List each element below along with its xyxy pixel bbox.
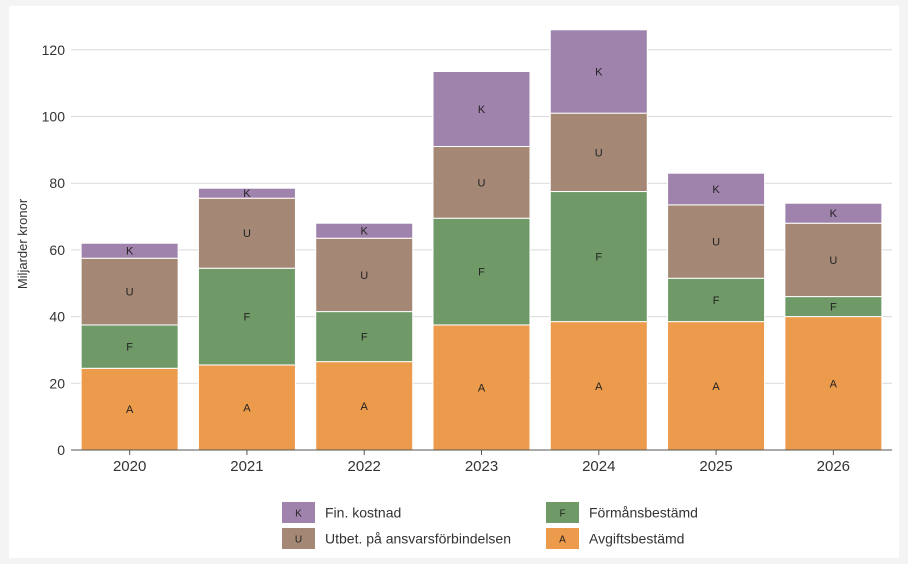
segment-label: U [360,270,368,282]
segment-label: A [126,404,134,416]
y-axis-label: Miljarder kronor [15,198,30,289]
segment-label: A [595,381,603,393]
bar-segment [80,257,179,326]
segment-label: U [478,177,486,189]
bar-segment [315,237,414,313]
bar-segment [315,222,414,239]
segment-label: K [478,104,486,116]
segment-label: U [712,237,720,249]
bar-segment [432,217,531,326]
segment-label: K [595,66,603,78]
segment-label: K [361,226,369,238]
segment-label: F [244,312,251,324]
segment-label: A [478,382,486,394]
x-tick-label: 2020 [113,458,146,475]
segment-label: K [830,208,838,220]
segment-label: K [243,188,251,200]
segment-label: U [126,287,134,299]
legend-label: Fin. kostnad [325,505,401,521]
bar-segment [667,204,766,279]
x-tick-label: 2024 [582,458,615,475]
legend-item: K Fin. kostnad [282,502,401,523]
bar-stack-2025: A F U K [667,172,766,451]
legend: K Fin. kostnad F Förmånsbestämd U Utbet. på a… [282,502,698,549]
legend-swatch [546,502,579,523]
legend-item: F Förmånsbestämd [546,502,698,523]
legend-swatch [282,528,315,549]
segment-label: A [361,401,369,413]
bar-stack-2023: A F U K [432,70,531,451]
legend-label: Förmånsbestämd [589,505,698,521]
y-tick-label: 60 [49,242,65,258]
segment-label: A [830,378,838,390]
bar-segment [315,361,414,451]
x-tick-label: 2021 [230,458,263,475]
legend-code: K [295,509,302,520]
bar-segment [432,146,531,219]
segment-label: K [126,246,134,258]
bar-stack-2022: A F U K [315,222,414,451]
bar-stack-2026: A F U K [784,202,883,451]
segment-label: A [712,381,720,393]
bar-segment [197,267,296,366]
bar-segment [80,242,179,259]
stacked-bar-chart: 0 20 40 60 80 100 120 Miljarder kronor A F U K A F U… [15,29,892,549]
bar-segment [432,70,531,148]
y-axis: 0 20 40 60 80 100 120 [42,42,66,458]
bar-segment [197,197,296,269]
bar-segment [549,112,648,193]
y-tick-label: 100 [42,109,66,125]
chart-frame: 0 20 40 60 80 100 120 Miljarder kronor A F U K A F U… [9,6,899,558]
bar-segment [667,172,766,206]
bar-segment [667,321,766,451]
y-tick-label: 20 [49,375,65,391]
y-tick-label: 120 [42,42,66,58]
segment-label: U [595,147,603,159]
bar-segment [197,187,296,199]
legend-label: Utbet. på ansvarsförbindelsen [325,531,511,547]
segment-label: F [361,332,368,344]
bar-segment [784,202,883,224]
legend-item: A Avgiftsbestämd [546,528,684,549]
segment-label: F [595,252,602,264]
segment-label: F [713,295,720,307]
x-tick-label: 2025 [699,458,732,475]
segment-label: F [126,342,133,354]
x-axis: 2020 2021 2022 2023 2024 2025 2026 [113,450,850,475]
bar-segment [80,324,179,369]
legend-code: A [559,535,566,546]
y-tick-label: 80 [49,175,65,191]
x-tick-label: 2023 [465,458,498,475]
legend-code: F [559,509,565,520]
bar-stack-2021: A F U K [197,187,296,451]
legend-swatch [546,528,579,549]
legend-label: Avgiftsbestämd [589,531,684,547]
legend-item: U Utbet. på ansvarsförbindelsen [282,528,511,549]
segment-label: K [712,184,720,196]
legend-swatch [282,502,315,523]
x-tick-label: 2022 [348,458,381,475]
bar-stack-2024: A F U K [549,29,648,451]
bar-segment [784,222,883,298]
bar-stack-2020: A F U K [80,242,179,451]
bars: A F U K A F U K A F U K A F U K A F U K A F U K A F U K [80,29,883,451]
bar-segment [549,29,648,114]
bar-segment [784,316,883,451]
y-tick-label: 40 [49,309,65,325]
segment-label: F [830,302,837,314]
bar-segment [432,324,531,451]
segment-label: F [478,267,485,279]
x-tick-label: 2026 [817,458,850,475]
segment-label: U [829,255,837,267]
bar-segment [549,321,648,451]
legend-code: U [295,535,302,546]
bar-segment [549,191,648,323]
segment-label: A [243,402,251,414]
bar-segment [667,277,766,323]
y-tick-label: 0 [57,442,65,458]
segment-label: U [243,228,251,240]
